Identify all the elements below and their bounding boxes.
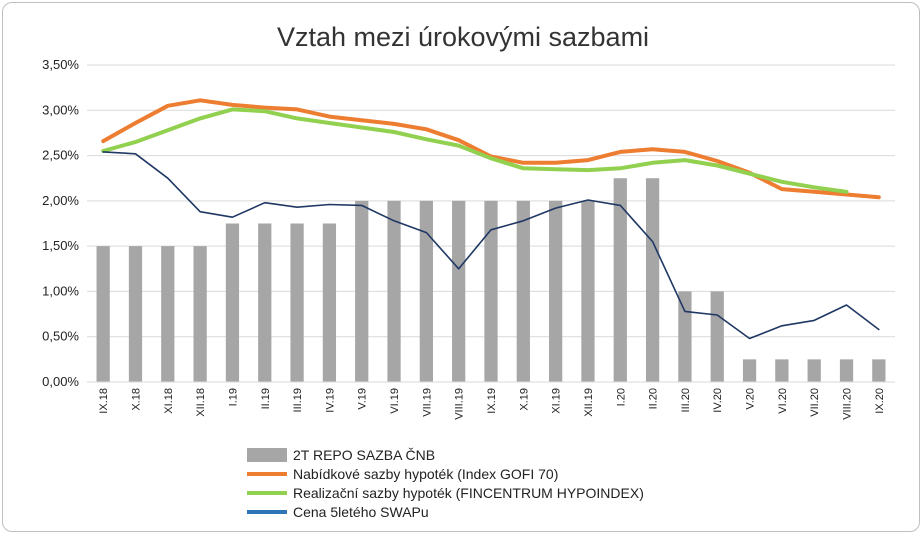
x-tick-label: VIII.20: [842, 388, 854, 420]
bar: [419, 200, 433, 382]
bar: [225, 223, 240, 382]
y-tick-label: 3,00%: [42, 102, 79, 117]
x-tick-label: XII.19: [583, 388, 595, 417]
bar: [161, 246, 175, 382]
bar: [387, 200, 401, 382]
x-axis-ticks: IX.18 X.18 XI.18 XII.18 I.19 II.19 III.19 IV.19…: [98, 388, 886, 420]
y-tick-label: 2,50%: [42, 148, 79, 163]
legend-label: Realizační sazby hypoték (FINCENTRUM HYP…: [293, 485, 644, 501]
bar: [96, 246, 110, 382]
x-tick-label: VIII.19: [454, 388, 466, 420]
bar: [710, 291, 724, 382]
series-line-3: [102, 151, 880, 340]
x-tick-label: III.19: [292, 388, 304, 412]
bar: [549, 200, 563, 382]
x-tick-label: X.19: [518, 388, 530, 411]
x-tick-label: VII.20: [809, 388, 821, 417]
x-tick-label: VII.19: [421, 388, 433, 417]
x-tick-label: II.20: [648, 388, 660, 409]
legend-label: Nabídkové sazby hypoték (Index GOFI 70): [293, 466, 558, 482]
series-line-2: [101, 107, 849, 194]
x-tick-label: IV.20: [712, 388, 724, 413]
bar: [355, 200, 369, 382]
bar: [484, 200, 498, 382]
legend: 2T REPO SAZBA ČNB Nabídkové sazby hypoték…: [247, 447, 644, 520]
bars: [96, 178, 886, 382]
bar: [839, 359, 854, 382]
bar: [516, 200, 530, 382]
bar: [193, 246, 207, 382]
y-axis-ticks: 0,00% 0,50% 1,00% 1,50% 2,00% 2,50% 3,00% 3,50%: [42, 57, 79, 389]
x-tick-label: IV.19: [324, 388, 336, 413]
bar: [322, 223, 337, 382]
chart-title: Vztah mezi úrokovými sazbami: [277, 22, 649, 52]
y-tick-label: 1,00%: [42, 283, 79, 298]
legend-label: 2T REPO SAZBA ČNB: [293, 447, 435, 463]
x-tick-label: IX.18: [98, 388, 110, 414]
bar: [645, 178, 660, 382]
bar: [128, 246, 143, 382]
bar: [807, 359, 821, 382]
bar: [613, 178, 627, 382]
bar: [678, 291, 692, 382]
x-tick-label: II.19: [260, 388, 272, 409]
legend-swatch: [247, 448, 287, 462]
x-tick-label: I.20: [615, 388, 627, 406]
x-tick-label: VI.20: [777, 388, 789, 414]
bar: [581, 200, 595, 382]
x-tick-label: XI.19: [551, 388, 563, 414]
x-tick-label: I.19: [227, 388, 239, 406]
bar: [742, 359, 757, 382]
legend-label: Cena 5letého SWAPu: [293, 504, 429, 520]
x-tick-label: V.20: [745, 388, 757, 410]
x-tick-label: IX.20: [874, 388, 886, 414]
bar: [775, 359, 789, 382]
y-tick-label: 1,50%: [42, 238, 79, 253]
y-tick-label: 3,50%: [42, 57, 79, 72]
x-tick-label: XII.18: [195, 388, 207, 417]
y-tick-label: 2,00%: [42, 193, 79, 208]
x-tick-label: X.18: [130, 388, 142, 411]
y-tick-label: 0,50%: [42, 329, 79, 344]
bar: [290, 223, 304, 382]
x-tick-label: VI.19: [389, 388, 401, 414]
y-tick-label: 0,00%: [42, 374, 79, 389]
series-lines: [101, 98, 881, 340]
x-tick-label: III.20: [680, 388, 692, 412]
bar: [872, 359, 886, 382]
x-tick-label: V.19: [357, 388, 369, 410]
x-tick-label: IX.19: [486, 388, 498, 414]
x-tick-label: XI.18: [163, 388, 175, 414]
bar: [452, 200, 466, 382]
bar: [258, 223, 272, 382]
